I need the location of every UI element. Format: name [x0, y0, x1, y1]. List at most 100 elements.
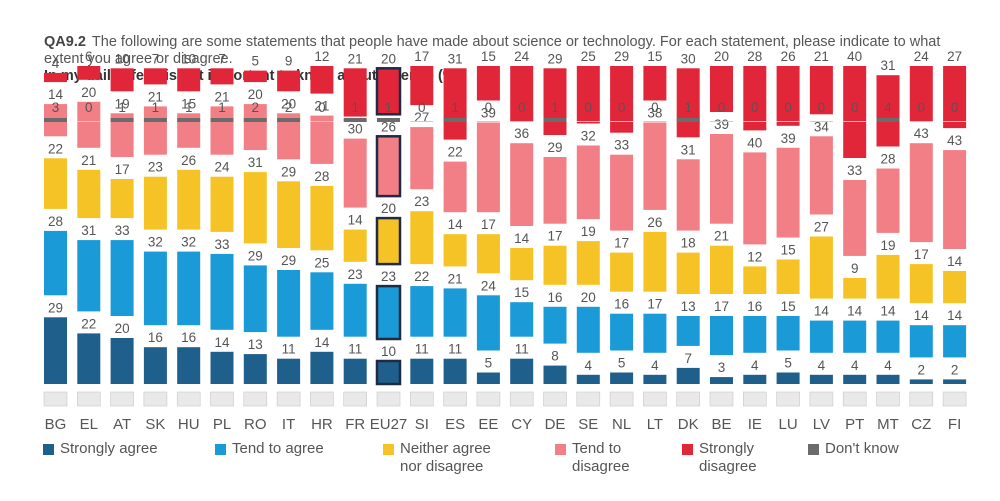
value-label-ta-BG: 28 [48, 214, 63, 229]
category-label-LU: LU [779, 416, 798, 433]
value-label-td-PL: 21 [214, 89, 229, 104]
bar-ta-PT [843, 320, 867, 353]
flag-icon-FI [942, 391, 967, 407]
category-label-EL: EL [80, 416, 98, 433]
value-label-ta-LV: 14 [814, 304, 830, 319]
bar-ta-CZ [909, 325, 933, 358]
question-code: QA9.2 [44, 34, 86, 50]
bar-td-FI [943, 150, 967, 249]
value-label-sd-PT: 40 [847, 49, 862, 64]
bar-sd-EU27 [375, 67, 402, 116]
value-label-td-FI: 43 [947, 133, 962, 148]
legend-swatch [808, 444, 819, 455]
category-label-DE: DE [545, 416, 566, 433]
bar-td-AT [110, 113, 134, 157]
bar-dk-CZ [909, 121, 933, 122]
bar-sd-EL [77, 66, 101, 80]
value-label-sa-LT: 4 [651, 358, 659, 373]
value-label-ta-RO: 29 [248, 248, 263, 263]
bar-sa-EU27 [375, 359, 402, 386]
value-label-sa-EU27: 10 [381, 344, 396, 359]
value-label-ta-SI: 22 [414, 269, 429, 284]
value-label-dk-SE: 0 [585, 100, 593, 115]
category-label-IT: IT [282, 416, 295, 433]
value-label-dk-IT: 2 [285, 100, 293, 115]
flag-icon-SI [409, 391, 434, 407]
value-label-sa-MT: 4 [884, 358, 892, 373]
bar-dk-LU [776, 121, 800, 122]
flag-icon-SK [143, 391, 168, 407]
value-label-ta-FI: 14 [947, 308, 963, 323]
bar-dk-EU27 [377, 118, 400, 122]
value-label-ta-LU: 15 [781, 299, 796, 314]
value-label-sd-IE: 28 [747, 49, 762, 64]
value-label-dk-SI: 0 [418, 100, 426, 115]
value-label-sd-PL: 7 [218, 51, 226, 66]
bar-ne-AT [110, 179, 134, 219]
flag-icon-AT [110, 391, 134, 407]
bar-ta-EE [476, 295, 500, 351]
value-label-sa-PT: 4 [851, 358, 859, 373]
value-label-dk-PT: 0 [851, 100, 859, 115]
flag-icon-DE [543, 391, 567, 407]
bar-ne-ES [443, 234, 467, 267]
legend-swatch [215, 444, 226, 455]
bar-td-NL [610, 154, 634, 231]
bar-dk-FR [343, 118, 367, 122]
legend-label: Strongly agree [60, 440, 158, 457]
value-label-dk-DE: 1 [551, 100, 559, 115]
value-label-ne-DE: 17 [547, 229, 562, 244]
bar-sa-CY [510, 358, 534, 384]
value-label-dk-LV: 0 [818, 100, 826, 115]
value-label-td-RO: 20 [248, 87, 263, 102]
bar-sa-LV [809, 374, 833, 384]
value-label-sa-SK: 16 [148, 330, 163, 345]
bar-td-CY [510, 143, 534, 226]
flag-icon-NL [609, 391, 634, 407]
value-label-sa-IE: 4 [751, 358, 759, 373]
bar-dk-FI [943, 121, 967, 122]
category-label-NL: NL [612, 416, 631, 433]
bar-sd-FR [343, 68, 367, 117]
flag-icon-RO [243, 391, 268, 407]
value-label-ne-HR: 28 [314, 169, 329, 184]
bar-sd-SE [576, 66, 600, 124]
value-label-ta-IT: 29 [281, 253, 296, 268]
category-label-DK: DK [678, 416, 699, 433]
flag-icon-EL [77, 391, 101, 407]
bar-td-DE [543, 157, 567, 224]
legend-swatch [43, 444, 54, 455]
bar-dk-SE [576, 121, 600, 122]
bar-ne-CY [510, 248, 534, 281]
value-label-ne-ES: 14 [448, 217, 464, 232]
bar-dk-DK [676, 118, 700, 122]
bar-sd-LT [643, 66, 667, 101]
value-label-td-LV: 34 [814, 119, 830, 134]
chart-legend: Strongly agree Tend to agree Neither agree… [0, 440, 1000, 500]
legend-label: Neither agree nor disagree [400, 440, 491, 475]
bar-ne-SE [576, 241, 600, 285]
bar-sa-FI [943, 379, 967, 384]
bar-dk-MT [876, 118, 900, 122]
value-label-sa-BG: 29 [48, 300, 63, 315]
value-label-td-SK: 21 [148, 89, 163, 104]
bar-sd-HU [177, 68, 201, 92]
bar-sd-SI [410, 66, 434, 106]
bar-sd-AT [110, 68, 134, 92]
bar-ne-RO [243, 172, 267, 244]
flag-icon-PT [842, 391, 867, 407]
value-label-ne-RO: 31 [248, 155, 263, 170]
bar-dk-IE [743, 121, 767, 122]
value-label-td-PT: 33 [847, 163, 862, 178]
value-label-ta-NL: 16 [614, 297, 629, 312]
flag-icon-DK [676, 391, 701, 407]
value-label-ta-LT: 17 [647, 297, 662, 312]
value-label-ne-BE: 21 [714, 229, 729, 244]
value-label-sd-EU27: 20 [381, 51, 396, 66]
value-label-td-FR: 30 [348, 122, 363, 137]
value-label-sd-LV: 21 [814, 49, 829, 64]
value-label-dk-AT: 1 [118, 100, 126, 115]
bar-ne-MT [876, 254, 900, 299]
bar-dk-IT [277, 118, 301, 122]
category-label-BE: BE [711, 416, 731, 433]
